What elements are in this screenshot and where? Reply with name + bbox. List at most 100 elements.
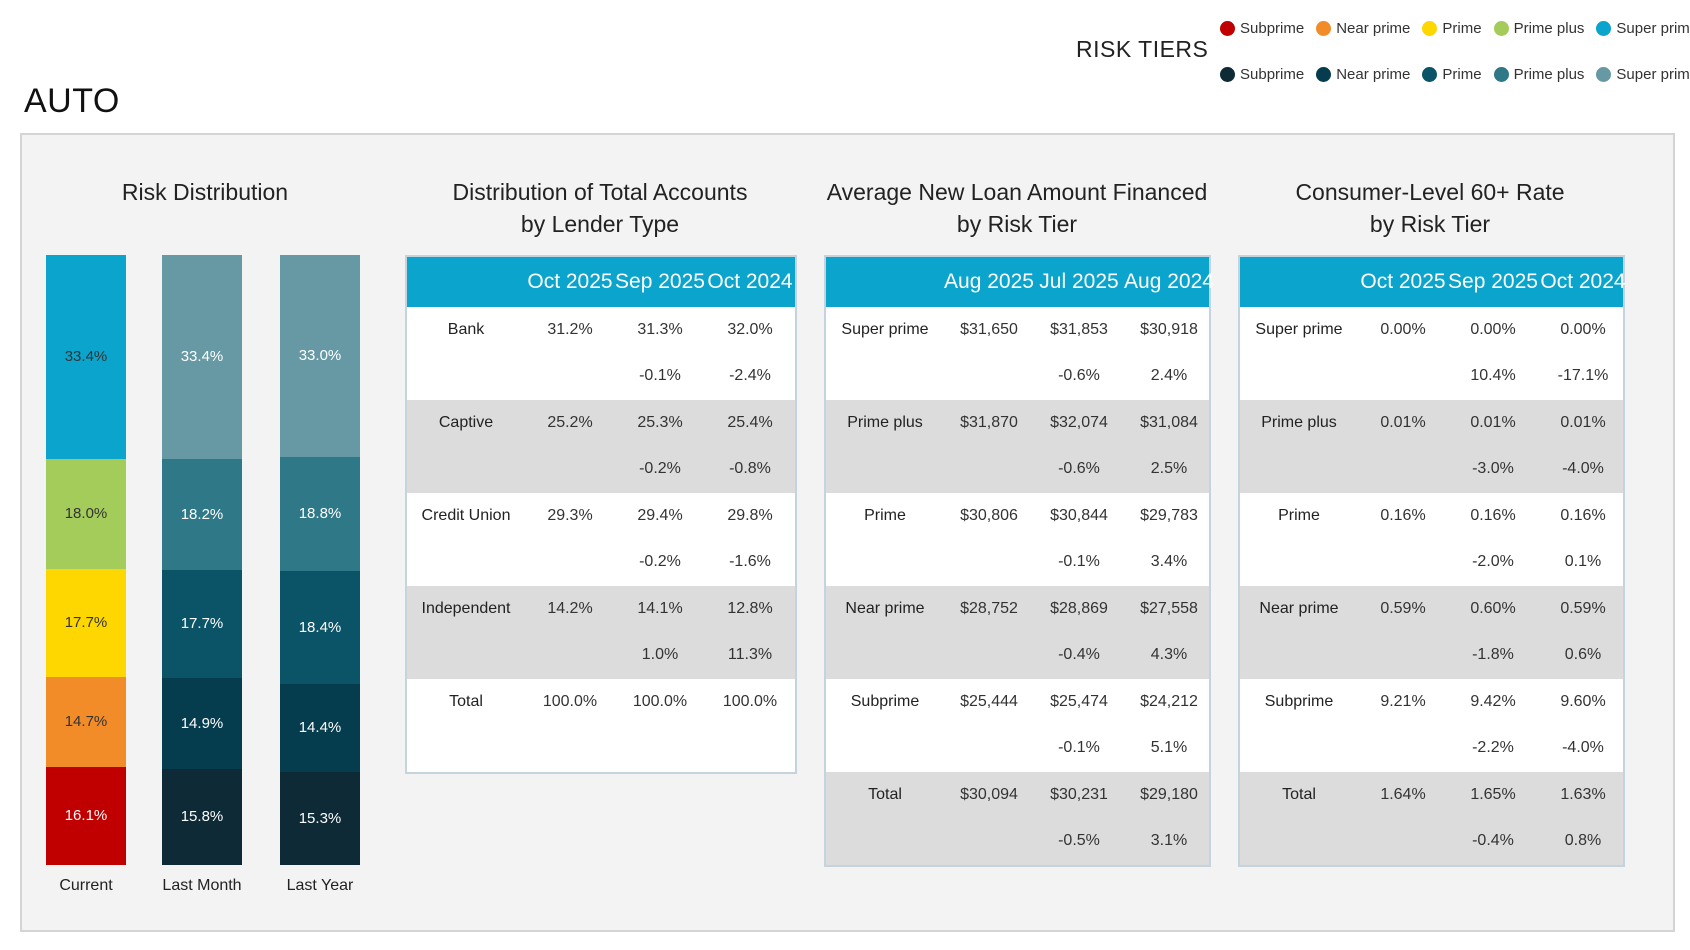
legend-dot-icon: [1316, 67, 1332, 82]
cell-change: -0.1%: [1058, 739, 1100, 756]
cell-value: 1.65%: [1470, 786, 1516, 803]
cell-value: 9.60%: [1560, 693, 1606, 710]
table-title-line: Average New Loan Amount Financed: [826, 179, 1208, 205]
bar-category-label: Last Year: [286, 877, 354, 894]
bar-segment-prime-plus: 18.0%: [46, 458, 126, 569]
legend-label: Prime: [1442, 20, 1482, 37]
cell-value: 29.8%: [727, 507, 773, 524]
cell-value: 0.60%: [1470, 600, 1516, 617]
bar-segment-prime: 18.4%: [280, 571, 360, 684]
stacked-bar-current: 16.1% 14.7% 17.7% 18.0% 33.4%: [46, 255, 126, 865]
cell-value: 100.0%: [632, 693, 688, 710]
legend-label: Super prime: [1616, 20, 1690, 37]
cell-value: $31,870: [960, 414, 1018, 431]
legend-row-current: Subprime Near prime Prime Prime plus Super p…: [1220, 20, 1690, 37]
cell-value: 32.0%: [727, 321, 773, 338]
legend-dot-icon: [1596, 67, 1612, 82]
cell-change: -0.5%: [1058, 832, 1100, 849]
legend-label: Prime plus: [1513, 66, 1585, 83]
bar-segment-subprime: 15.8%: [162, 768, 242, 865]
cell-value: $28,869: [1050, 600, 1108, 617]
cell-value: 1.63%: [1560, 786, 1606, 803]
row-label: Total: [1282, 786, 1316, 803]
row-label: Subprime: [850, 693, 920, 710]
row-label: Credit Union: [421, 507, 511, 524]
cell-value: 29.4%: [637, 507, 683, 524]
legend-item: Subprime: [1220, 66, 1304, 83]
cell-change: 4.3%: [1150, 646, 1188, 663]
table-title-line: Consumer-Level 60+ Rate: [1295, 179, 1565, 205]
row-label: Total: [868, 786, 902, 803]
cell-value: 0.01%: [1470, 414, 1516, 431]
column-header: Oct 2025: [527, 270, 613, 293]
cell-value: 31.3%: [637, 321, 683, 338]
table-row: Prime plus $31,870 $32,074 $31,084 -0.6% 2.5%: [826, 400, 1209, 493]
legend-item: Prime plus: [1493, 20, 1585, 37]
cell-value: $25,474: [1050, 693, 1108, 710]
row-label: Super prime: [1255, 321, 1343, 338]
bar-segment-prime-plus: 18.8%: [280, 456, 360, 572]
cell-value: $24,212: [1140, 693, 1198, 710]
bar-category-label: Current: [59, 877, 113, 894]
row-label: Independent: [421, 600, 511, 617]
legend-item: Near prime: [1316, 20, 1410, 37]
legend-label: Near prime: [1336, 20, 1411, 37]
bar-segment-near-prime: 14.9%: [162, 677, 242, 769]
cell-value: $31,650: [960, 321, 1018, 338]
row-label: Total: [449, 693, 483, 710]
cell-value: 1.64%: [1380, 786, 1426, 803]
cell-change: -0.2%: [639, 460, 681, 477]
legend-row-historical: Subprime Near prime Prime Prime plus Super p…: [1220, 66, 1690, 83]
bar-segment-super-prime: 33.0%: [280, 255, 360, 457]
cell-value: 0.16%: [1470, 507, 1516, 524]
legend-item: Subprime: [1220, 20, 1304, 37]
cell-value: $27,558: [1140, 600, 1198, 617]
data-table: Aug 2025 Jul 2025 Aug 2024 Super prime $31,6…: [824, 255, 1214, 867]
stacked-bar-last-month: 15.8% 14.9% 17.7% 18.2% 33.4%: [162, 255, 242, 865]
legend-item: Prime: [1422, 66, 1482, 83]
table-row: Subprime $25,444 $25,474 $24,212 -0.1% 5.1%: [826, 679, 1209, 772]
data-table: Oct 2025 Sep 2025 Oct 2024 Super prime 0.00%…: [1238, 255, 1626, 867]
cell-change: -3.0%: [1472, 460, 1514, 477]
legend-dot-icon: [1220, 21, 1235, 36]
table-title: Consumer-Level 60+ Rate by Risk Tier: [1240, 176, 1620, 240]
row-label: Subprime: [1264, 693, 1334, 710]
cell-change: -2.2%: [1472, 739, 1514, 756]
cell-change: 10.4%: [1470, 367, 1516, 384]
cell-value: 9.21%: [1380, 693, 1426, 710]
table-header-row: Aug 2025 Jul 2025 Aug 2024: [826, 257, 1214, 307]
cell-value: 0.01%: [1380, 414, 1426, 431]
table-row: Credit Union 29.3% 29.4% 29.8% -0.2% -1.6%: [407, 493, 795, 586]
cell-value: 25.2%: [547, 414, 593, 431]
table-header-row: Oct 2025 Sep 2025 Oct 2024: [407, 257, 795, 307]
cell-value: $30,094: [960, 786, 1018, 803]
cell-change: -0.8%: [729, 460, 771, 477]
cell-value: $25,444: [960, 693, 1018, 710]
cell-value: 0.59%: [1560, 600, 1606, 617]
legend-label: Prime plus: [1513, 20, 1585, 37]
column-header: Oct 2024: [707, 270, 793, 293]
cell-change: -2.4%: [729, 367, 771, 384]
table-title-line: by Risk Tier: [1369, 211, 1491, 237]
cell-change: -4.0%: [1562, 460, 1604, 477]
legend-label: Subprime: [1240, 20, 1305, 37]
bar-segment-near-prime: 14.4%: [280, 683, 360, 772]
legend-dot-icon: [1422, 67, 1438, 82]
table-row: Prime plus 0.01% 0.01% 0.01% -3.0% -4.0%: [1240, 400, 1623, 493]
cell-value: 29.3%: [547, 507, 593, 524]
cell-value: 0.00%: [1470, 321, 1516, 338]
row-label: Near prime: [1259, 600, 1339, 617]
column-header: Oct 2025: [1360, 270, 1446, 293]
table-row: Total 100.0% 100.0% 100.0%: [407, 679, 795, 772]
bar-segment-prime: 17.7%: [46, 568, 126, 677]
cell-value: 100.0%: [722, 693, 778, 710]
table-title: Distribution of Total Accounts by Lender …: [420, 176, 780, 240]
legend-title: RISK TIERS: [1076, 36, 1209, 62]
legend-dot-icon: [1596, 21, 1612, 36]
row-label: Prime plus: [847, 414, 923, 431]
table-title-line: by Risk Tier: [956, 211, 1078, 237]
table-row: Total $30,094 $30,231 $29,180 -0.5% 3.1%: [826, 772, 1209, 865]
legend-label: Prime: [1442, 66, 1482, 83]
cell-value: 0.16%: [1380, 507, 1426, 524]
table-row: Near prime 0.59% 0.60% 0.59% -1.8% 0.6%: [1240, 586, 1623, 679]
